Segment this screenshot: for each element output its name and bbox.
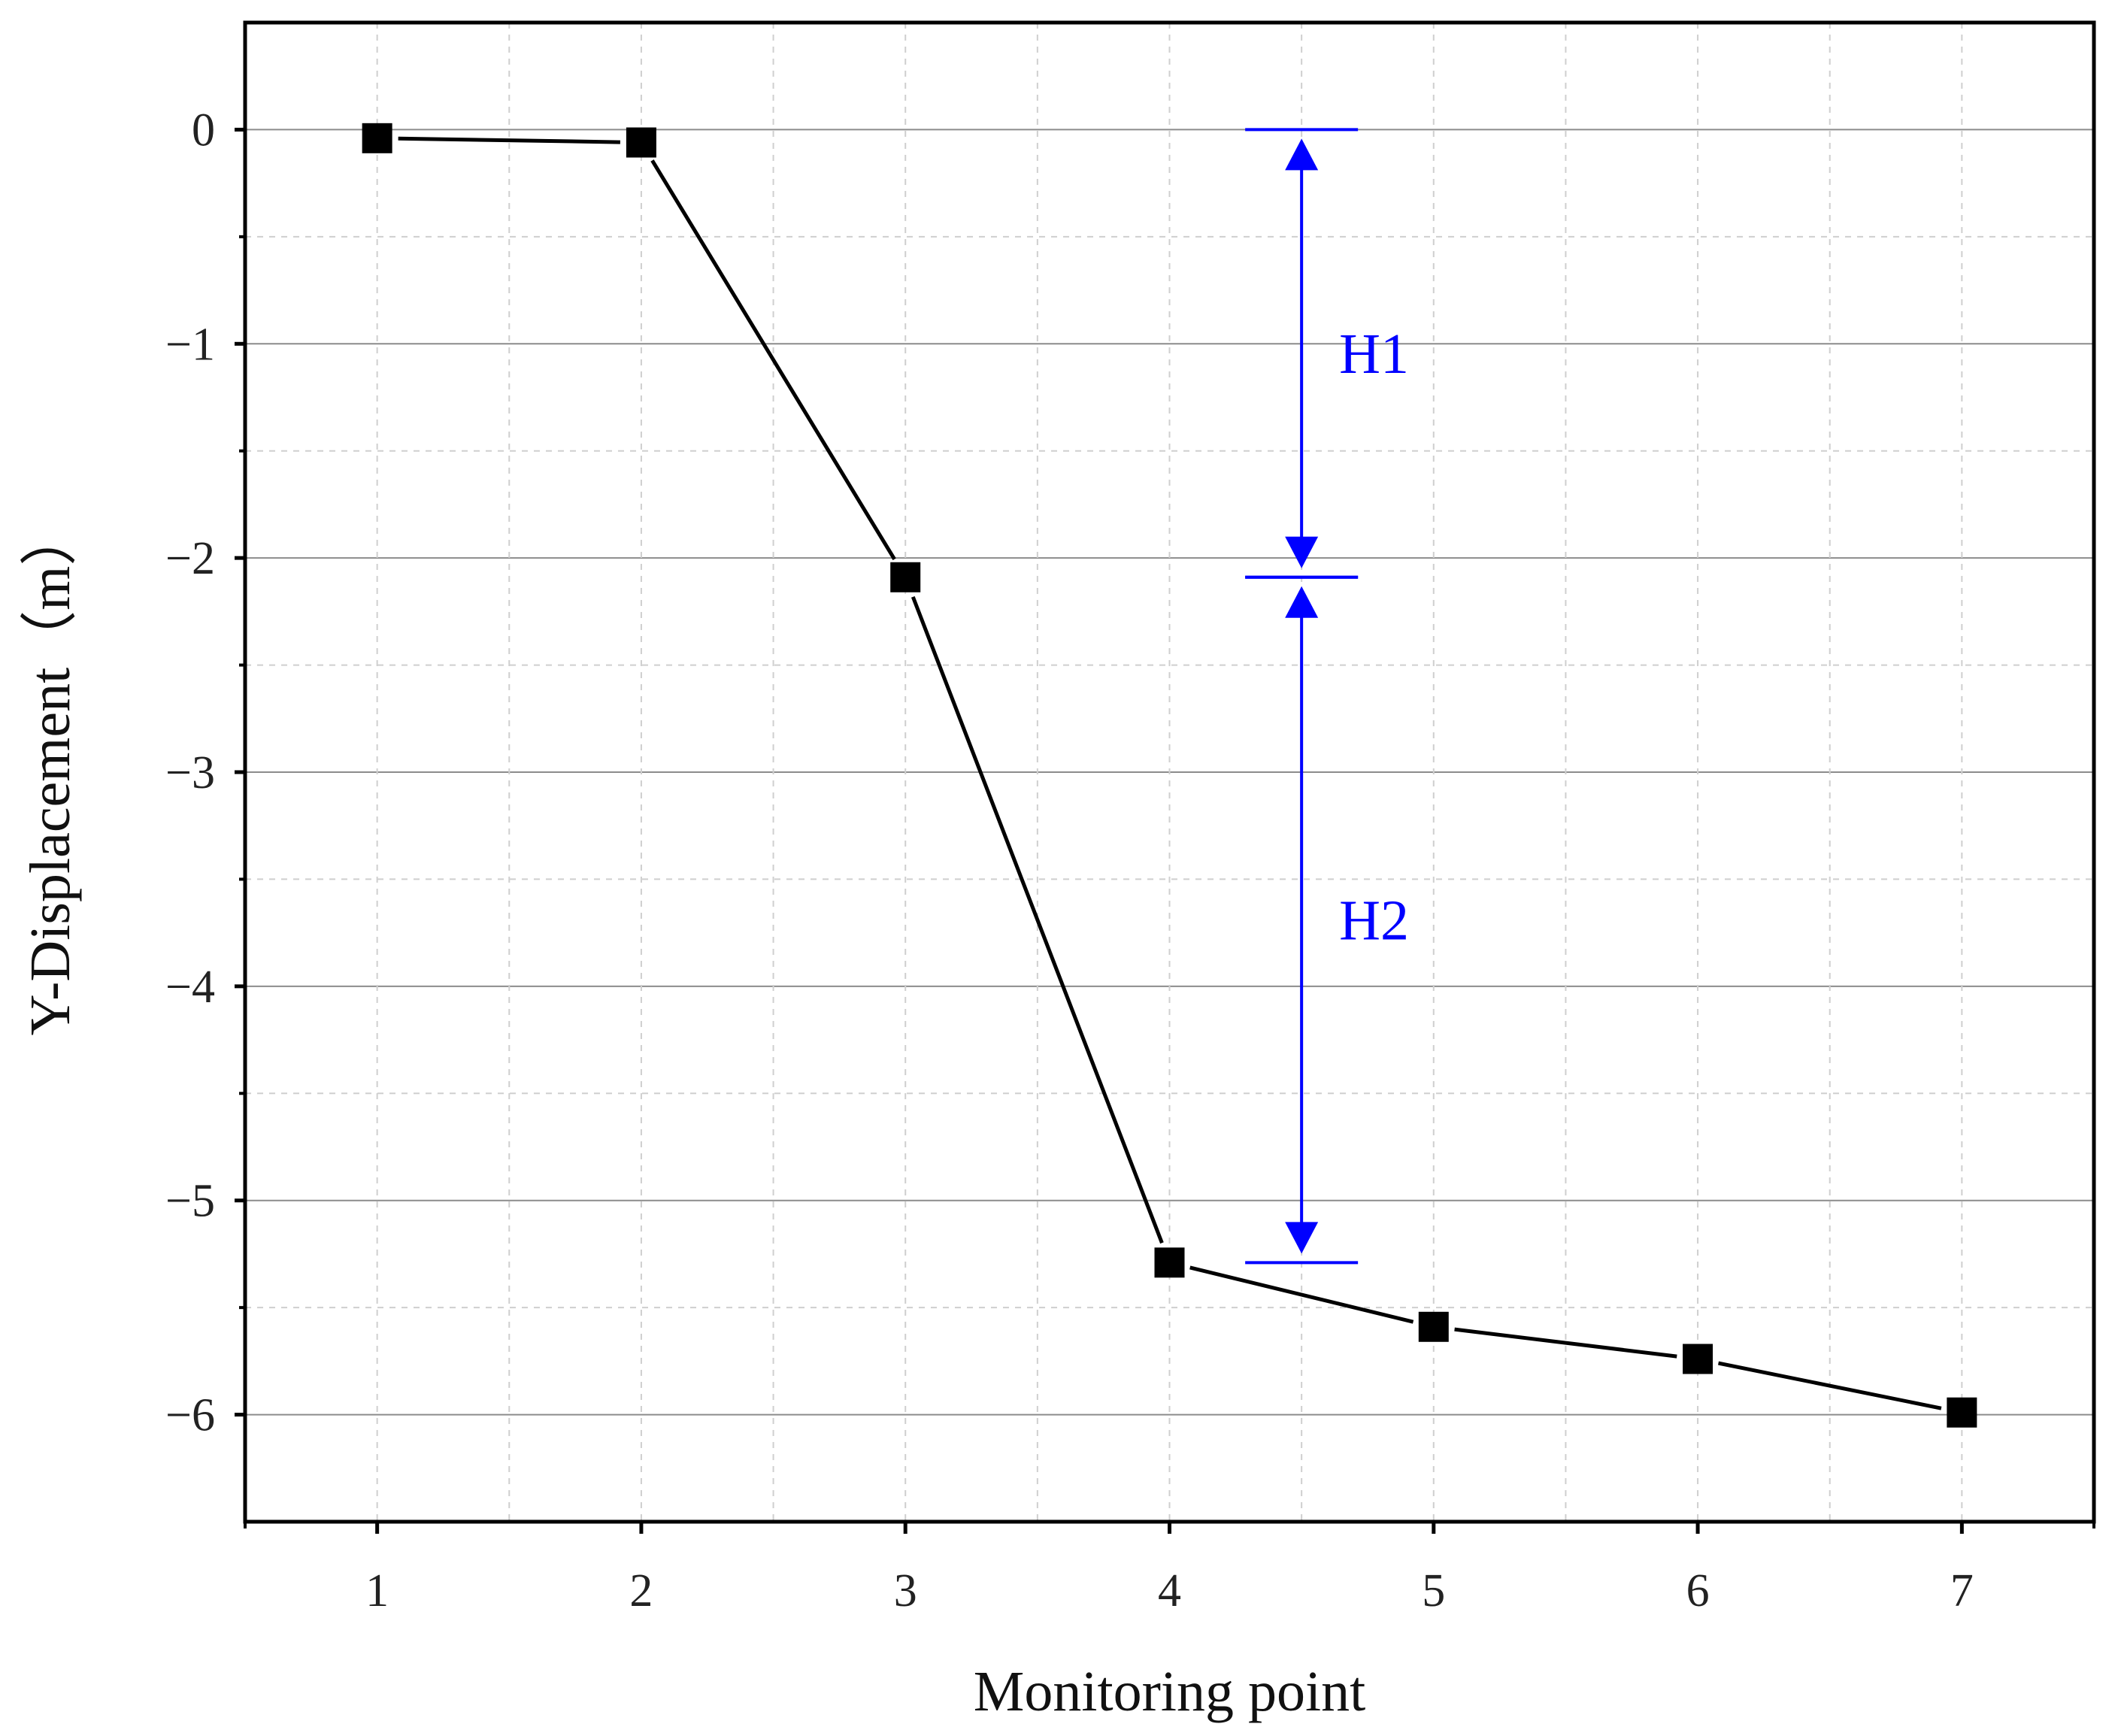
annotation-label-h2: H2 (1339, 889, 1409, 953)
data-point-marker (890, 562, 921, 592)
x-tick-label: 1 (365, 1565, 389, 1616)
series-line-segment (1718, 1361, 1942, 1410)
tick-labels: 0 −1 −2 −3 −4 −5 −6 1 2 3 4 5 6 7 (165, 105, 1974, 1616)
series-line-segment (398, 136, 620, 144)
x-tick-label: 7 (1950, 1565, 1974, 1616)
y-tick-label: −6 (165, 1390, 215, 1441)
annotation-arrowhead-up (1285, 586, 1319, 618)
series-line-segment (1189, 1265, 1414, 1324)
data-point-marker (1418, 1311, 1449, 1342)
x-tick-label: 3 (894, 1565, 917, 1616)
y-axis-title: Y-Displacement（m） (19, 509, 82, 1036)
annotation-arrowhead-down (1285, 536, 1319, 568)
data-point-marker (362, 123, 392, 153)
y-tick-label: 0 (192, 105, 215, 156)
series-line-segment (1454, 1327, 1677, 1359)
annotation-arrowhead-up (1285, 138, 1319, 171)
data-point-marker (1947, 1397, 1977, 1428)
x-axis-title: Monitoring point (974, 1660, 1365, 1723)
y-tick-label: −5 (165, 1176, 215, 1227)
y-tick-label: −3 (165, 747, 215, 798)
y-tick-label: −1 (165, 319, 215, 370)
annotations: H1 H2 (1245, 128, 1409, 1265)
y-tick-label: −2 (165, 533, 215, 584)
series-line-segment (911, 596, 1164, 1244)
annotation-arrowhead-down (1285, 1222, 1319, 1254)
grid (245, 23, 2094, 1522)
x-tick-label: 6 (1686, 1565, 1710, 1616)
data-point-marker (1154, 1247, 1185, 1278)
data-point-marker (626, 127, 656, 158)
data-point-marker (1683, 1344, 1713, 1374)
x-tick-label: 2 (629, 1565, 653, 1616)
series-line-segment (650, 159, 896, 561)
series (362, 123, 1977, 1428)
y-tick-label: −4 (165, 962, 215, 1013)
x-tick-label: 4 (1158, 1565, 1181, 1616)
x-tick-label: 5 (1422, 1565, 1445, 1616)
ticks (235, 127, 2095, 1534)
annotation-label-h1: H1 (1339, 323, 1409, 386)
